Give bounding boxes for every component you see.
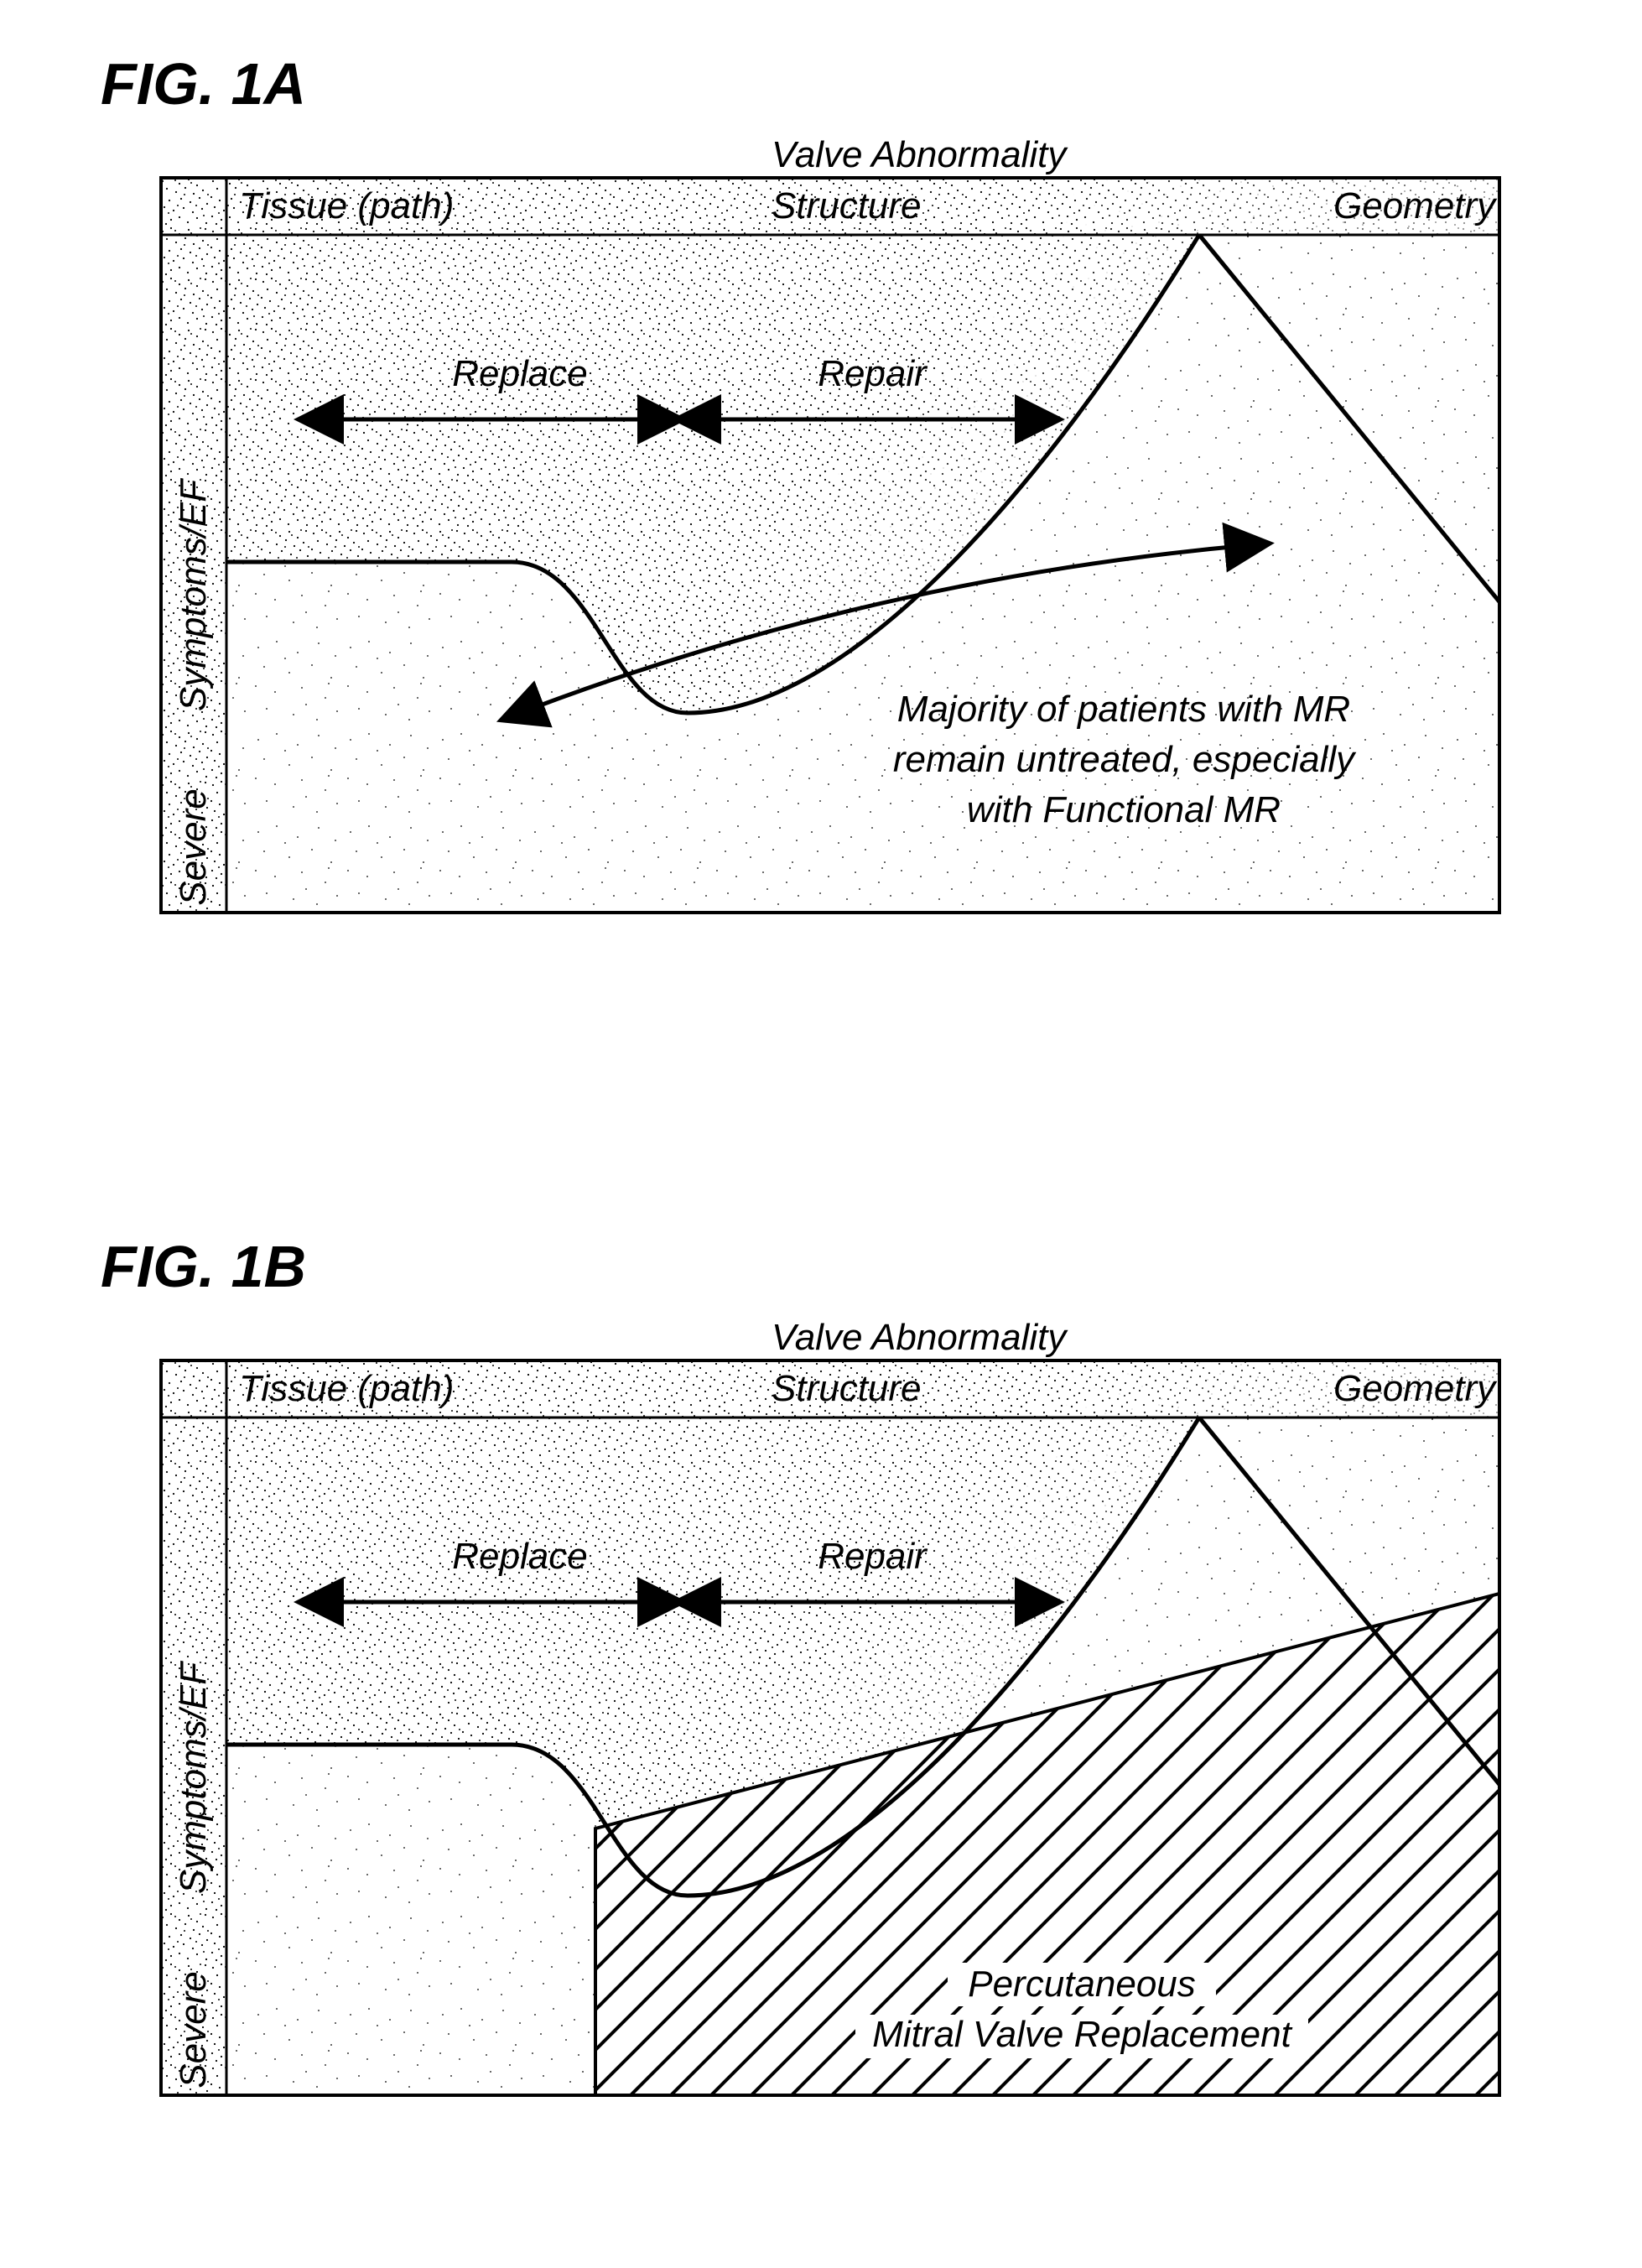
page: FIG. 1A Valve Abnormality	[0, 0, 1642, 2268]
header-geometry-label: Geometry	[1333, 1368, 1498, 1409]
replace-label: Replace	[452, 353, 587, 394]
fig-1b-diagram: Tissue (path) Structure Geometry Symptom…	[159, 1359, 1501, 2097]
left-symptoms-label: Symptoms/EF	[173, 478, 214, 711]
replace-label: Replace	[452, 1536, 587, 1577]
fig-1b-title: Valve Abnormality	[772, 1317, 1066, 1359]
header-geometry-label: Geometry	[1333, 185, 1498, 226]
header-structure-label: Structure	[772, 1368, 922, 1409]
fig-1a-annotation-line2: remain untreated, especially	[893, 739, 1357, 780]
header-tissue-label: Tissue (path)	[239, 185, 454, 226]
fig-1a-title: Valve Abnormality	[772, 134, 1066, 176]
fig-1a-label: FIG. 1A	[101, 50, 306, 117]
left-severe-label: Severe	[173, 1971, 214, 2088]
repair-label: Repair	[818, 1536, 928, 1577]
fig-1b-annotation-line2: Mitral Valve Replacement	[872, 2014, 1292, 2055]
header-structure-label: Structure	[772, 185, 922, 226]
fig-1a-annotation-line3: with Functional MR	[967, 789, 1281, 830]
header-tissue-label: Tissue (path)	[239, 1368, 454, 1409]
fig-1b-annotation-line1: Percutaneous	[968, 1964, 1196, 2005]
left-severe-label: Severe	[173, 788, 214, 905]
fig-1b-label: FIG. 1B	[101, 1233, 306, 1300]
fig-1a-annotation-line1: Majority of patients with MR	[897, 689, 1350, 730]
fig-1a-diagram: Tissue (path) Structure Geometry Symptom…	[159, 176, 1501, 914]
fig-1a-svg: Tissue (path) Structure Geometry Symptom…	[159, 176, 1501, 914]
left-symptoms-label: Symptoms/EF	[173, 1661, 214, 1894]
repair-label: Repair	[818, 353, 928, 394]
fig-1b-svg: Tissue (path) Structure Geometry Symptom…	[159, 1359, 1501, 2097]
